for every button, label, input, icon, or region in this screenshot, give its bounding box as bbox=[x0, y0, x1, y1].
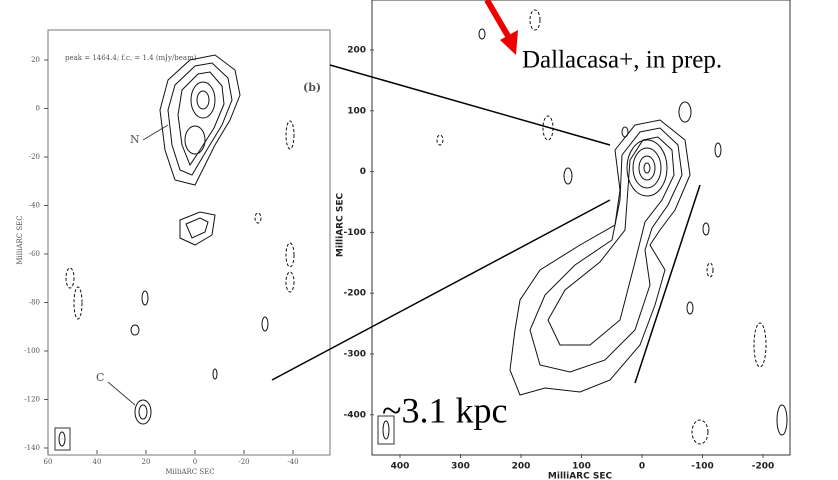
y-tick-label: -120 bbox=[24, 396, 40, 404]
y-tick-label: -400 bbox=[343, 410, 366, 420]
citation: Dallacasa+, in prep. bbox=[522, 47, 722, 74]
x-tick-label: -20 bbox=[238, 458, 249, 466]
y-tick-label: -40 bbox=[29, 202, 40, 210]
y-tick-label: -300 bbox=[343, 350, 366, 360]
label-n: N bbox=[130, 133, 140, 146]
y-tick-label: 0 bbox=[360, 167, 366, 177]
y-tick-label: 100 bbox=[347, 106, 366, 116]
x-tick-label: -200 bbox=[752, 462, 775, 472]
x-tick-label: 400 bbox=[391, 462, 410, 472]
x-tick-label: 100 bbox=[572, 462, 591, 472]
y-tick-label: -200 bbox=[343, 289, 366, 299]
x-tick-label: -40 bbox=[287, 458, 298, 466]
right-contours bbox=[378, 10, 787, 444]
x-tick-label: -100 bbox=[691, 462, 714, 472]
panel-label: (b) bbox=[303, 81, 321, 94]
x-tick-label: 300 bbox=[451, 462, 470, 472]
y-tick-label: -80 bbox=[29, 299, 40, 307]
x-tick-label: 0 bbox=[639, 462, 645, 472]
y-tick-label: -100 bbox=[24, 347, 40, 355]
slide: peak = 1464.4; f.c. = 1.4 (mJy/beam) (b)… bbox=[0, 0, 838, 480]
scale-label: ~3.1 kpc bbox=[382, 390, 507, 430]
left-contours bbox=[55, 55, 294, 450]
y-tick-label: -60 bbox=[29, 250, 40, 258]
x-tick-label: 200 bbox=[512, 462, 531, 472]
y-tick-label: 20 bbox=[31, 56, 40, 64]
x-axis-label: MilliARC SEC bbox=[165, 468, 214, 476]
pointer bbox=[108, 382, 135, 405]
pointer bbox=[143, 125, 168, 140]
y-tick-label: 0 bbox=[36, 105, 40, 113]
y-tick-label: -140 bbox=[24, 444, 40, 452]
zoom-line bbox=[272, 200, 610, 380]
y-tick-label: 200 bbox=[347, 46, 366, 56]
red-arrow bbox=[487, 0, 508, 36]
y-tick-label: -20 bbox=[29, 153, 40, 161]
x-tick-label: 60 bbox=[44, 458, 53, 466]
x-tick-label: 0 bbox=[193, 458, 197, 466]
x-tick-label: 40 bbox=[93, 458, 102, 466]
zoom-line bbox=[635, 185, 700, 383]
y-tick-label: -100 bbox=[343, 228, 366, 238]
y-axis-label: MilliARC SEC bbox=[16, 215, 24, 264]
label-c: C bbox=[96, 371, 104, 384]
annotation: peak = 1464.4; f.c. = 1.4 (mJy/beam) bbox=[65, 54, 197, 62]
x-tick-label: 20 bbox=[142, 458, 151, 466]
x-axis-label: MilliARC SEC bbox=[548, 472, 613, 480]
y-axis-label: MilliARC SEC bbox=[336, 193, 346, 258]
